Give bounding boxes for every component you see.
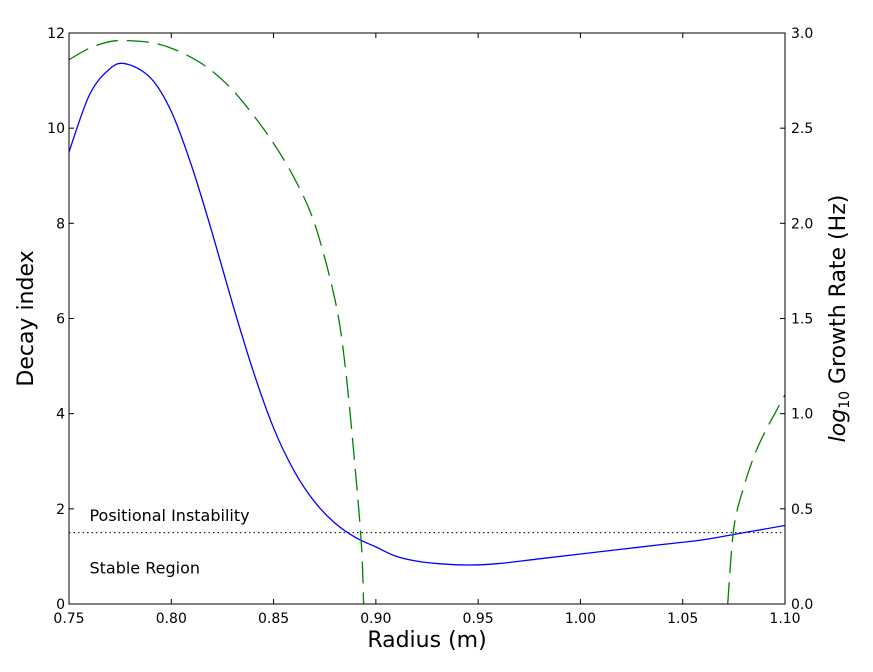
left-y-tick-label: 10 — [47, 121, 65, 137]
series-line-3 — [727, 394, 785, 604]
left-y-tick-label: 12 — [47, 26, 65, 42]
right-y-tick-label: 1.5 — [791, 312, 813, 328]
right-y-tick-label: 1.0 — [791, 407, 813, 423]
left-y-tick-label: 6 — [56, 312, 65, 328]
left-y-tick-label: 4 — [56, 407, 65, 423]
right-y-axis-title-subscript: 10 — [837, 391, 853, 409]
right-y-axis-title-log: log — [826, 409, 851, 443]
right-y-tick-label: 0.5 — [791, 502, 813, 518]
x-axis-title: Radius (m) — [367, 628, 486, 653]
right-y-tick-label: 3.0 — [791, 26, 813, 42]
right-y-tick-label: 2.0 — [791, 216, 813, 232]
annotation-1: Positional Instability — [89, 506, 249, 525]
plot-lines — [69, 39, 785, 604]
right-y-axis-title-text: Growth Rate (Hz) — [826, 195, 851, 391]
labels: 0.75 0.80 0.85 0.90 0.95 1.00 1.05 1.10 0 2 4 6 8 10 1… — [47, 26, 813, 627]
x-tick-label: 1.05 — [667, 611, 698, 627]
left-y-axis-title: Decay index — [14, 250, 39, 386]
right-y-tick-label: 2.5 — [791, 121, 813, 137]
x-tick-label: 1.10 — [769, 611, 800, 627]
axis-ticks — [68, 32, 786, 605]
x-tick-label: 1.00 — [565, 611, 596, 627]
right-y-tick-label: 0.0 — [791, 597, 813, 613]
annotation-2: Stable Region — [89, 558, 200, 577]
x-tick-label: 0.95 — [463, 611, 494, 627]
left-y-tick-label: 0 — [56, 597, 65, 613]
x-tick-label: 0.85 — [258, 611, 289, 627]
right-y-axis-title: log10 Growth Rate (Hz) — [826, 195, 853, 443]
series-line-1 — [69, 62, 785, 566]
x-tick-label: 0.90 — [360, 611, 391, 627]
x-tick-label: 0.75 — [53, 611, 84, 627]
x-tick-label: 0.80 — [156, 611, 187, 627]
left-y-tick-label: 2 — [56, 502, 65, 518]
left-y-tick-label: 8 — [56, 216, 65, 232]
